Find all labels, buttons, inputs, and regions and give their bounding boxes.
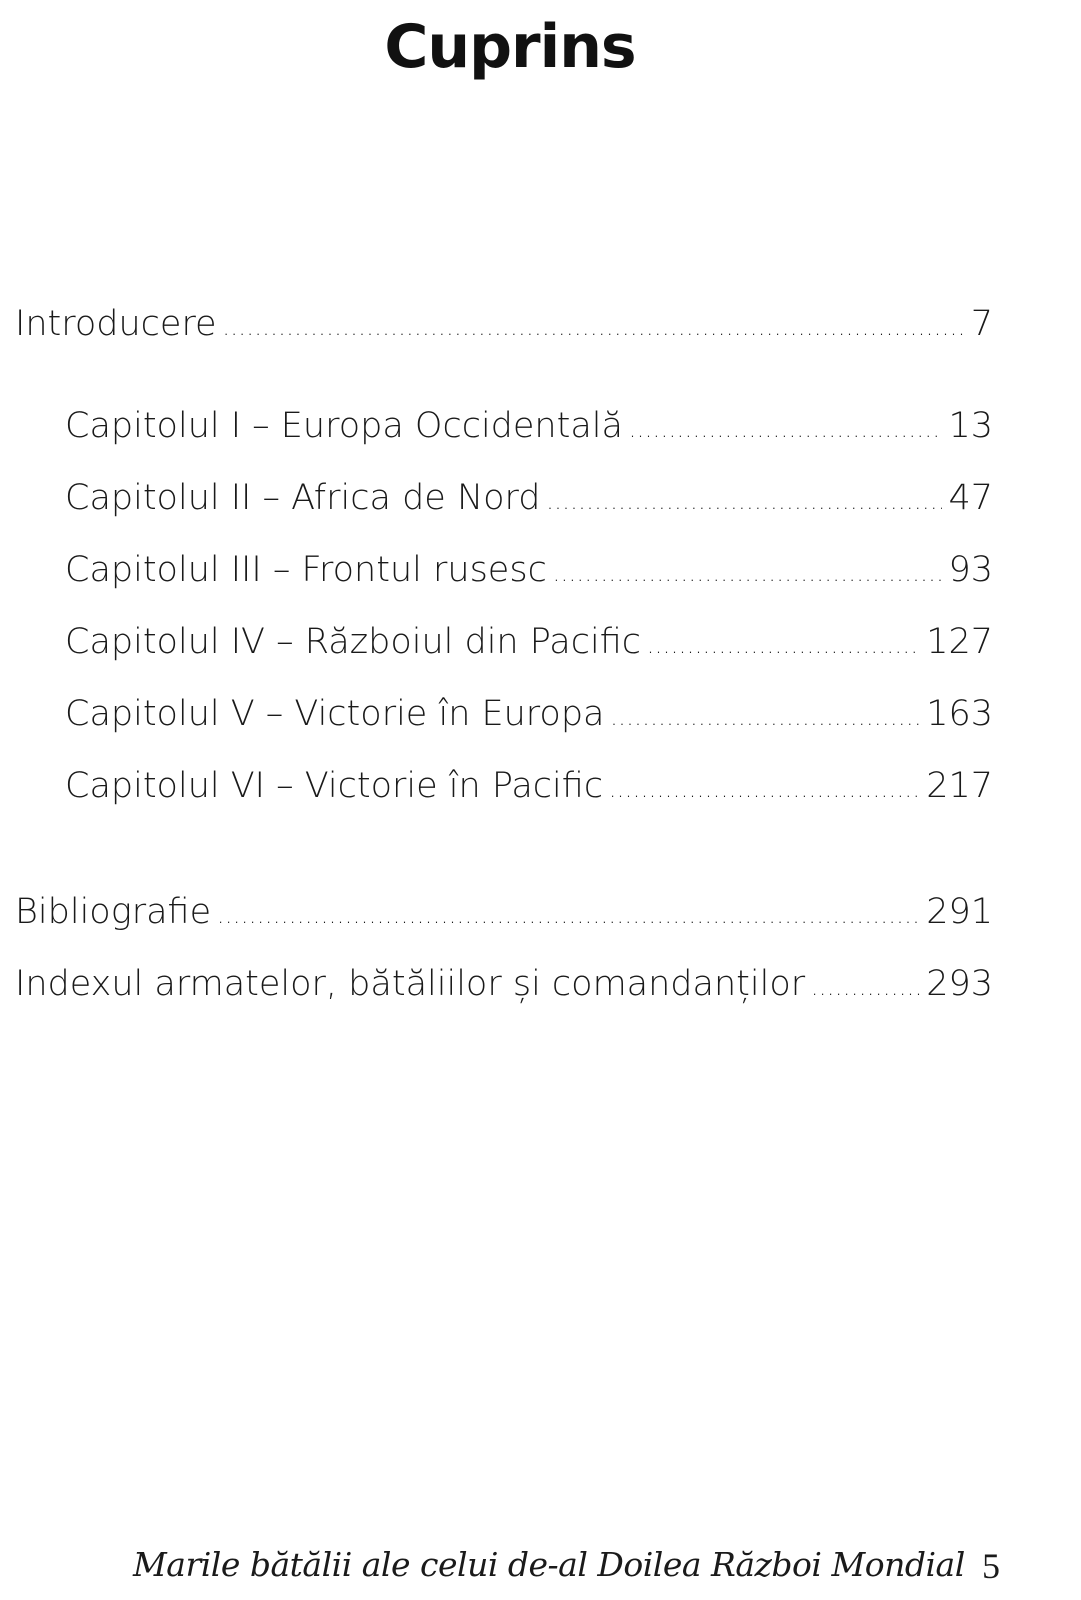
dot-leader	[609, 778, 920, 803]
toc-entry-page: 217	[926, 766, 993, 806]
toc-entry-page: 163	[926, 694, 993, 734]
toc-entry-index[interactable]: Indexul armatelor, bătăliilor și comanda…	[0, 964, 993, 1014]
running-footer-book-title: Marile bătălii ale celui de-al Doilea Ră…	[133, 1545, 965, 1584]
toc-entry-label: Capitolul VI – Victorie în Pacific	[65, 766, 604, 806]
toc-entry-page: 127	[926, 622, 993, 662]
toc-entry-chapter-2[interactable]: Capitolul II – Africa de Nord 47	[0, 478, 993, 528]
dot-leader	[647, 634, 920, 659]
dot-leader	[223, 316, 965, 341]
toc-entry-bibliography[interactable]: Bibliografie 291	[0, 892, 993, 942]
toc-entry-label: Bibliografie	[15, 892, 212, 932]
toc-entry-label: Capitolul V – Victorie în Europa	[65, 694, 605, 734]
toc-entry-chapter-1[interactable]: Capitolul I – Europa Occidentală 13	[0, 406, 993, 456]
toc-entry-label: Capitolul IV – Războiul din Pacific	[65, 622, 641, 662]
toc-entry-page: 47	[948, 478, 993, 518]
toc-entry-introduction[interactable]: Introducere 7	[0, 304, 993, 354]
dot-leader	[629, 418, 943, 443]
toc-entry-chapter-3[interactable]: Capitolul III – Frontul rusesc 93	[0, 550, 993, 600]
toc-entry-page: 13	[948, 406, 993, 446]
dot-leader	[611, 706, 921, 731]
page-title: Cuprins	[384, 12, 636, 82]
toc-entry-page: 7	[970, 304, 993, 344]
dot-leader	[547, 490, 943, 515]
page-number: 5	[982, 1546, 1000, 1586]
dot-leader	[217, 904, 920, 929]
toc-entry-label: Capitolul I – Europa Occidentală	[65, 406, 623, 446]
toc-entry-page: 291	[926, 892, 993, 932]
toc-entry-label: Capitolul II – Africa de Nord	[65, 478, 541, 518]
toc-entry-chapter-6[interactable]: Capitolul VI – Victorie în Pacific 217	[0, 766, 993, 816]
toc-entry-label: Capitolul III – Frontul rusesc	[65, 550, 547, 590]
dot-leader	[553, 562, 943, 587]
dot-leader	[811, 976, 920, 1001]
toc-entry-page: 293	[926, 964, 993, 1004]
toc-entry-page: 93	[948, 550, 993, 590]
toc-entry-label: Indexul armatelor, bătăliilor și comanda…	[15, 964, 806, 1004]
toc-entry-chapter-4[interactable]: Capitolul IV – Războiul din Pacific 127	[0, 622, 993, 672]
toc-entry-chapter-5[interactable]: Capitolul V – Victorie în Europa 163	[0, 694, 993, 744]
toc-entry-label: Introducere	[15, 304, 217, 344]
